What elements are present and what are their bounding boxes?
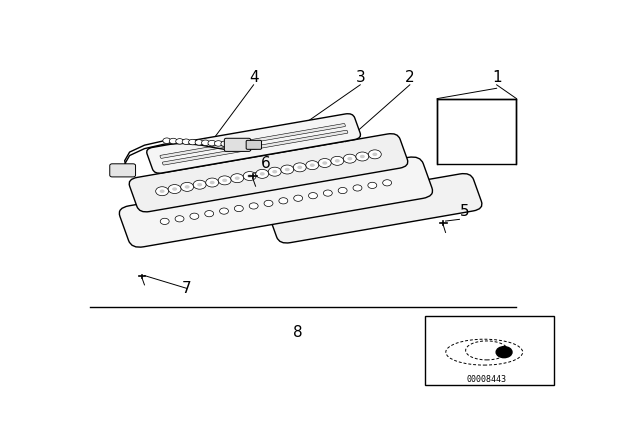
Circle shape	[279, 198, 288, 204]
Circle shape	[156, 187, 168, 196]
Circle shape	[159, 190, 164, 193]
FancyBboxPatch shape	[147, 114, 360, 173]
Bar	[425, 316, 554, 385]
Circle shape	[202, 140, 209, 146]
FancyBboxPatch shape	[110, 164, 136, 177]
Circle shape	[176, 138, 184, 144]
Text: 2: 2	[405, 70, 415, 85]
FancyBboxPatch shape	[129, 134, 408, 212]
Text: 5: 5	[460, 204, 469, 220]
Circle shape	[249, 203, 258, 209]
Circle shape	[210, 181, 214, 184]
Text: 4: 4	[249, 70, 259, 85]
Circle shape	[205, 178, 219, 187]
Circle shape	[383, 180, 392, 186]
Bar	[437, 99, 516, 164]
Circle shape	[256, 169, 269, 178]
Circle shape	[197, 183, 202, 186]
Ellipse shape	[466, 341, 508, 360]
Circle shape	[281, 165, 294, 174]
Circle shape	[218, 176, 231, 185]
Circle shape	[234, 206, 243, 211]
Circle shape	[235, 177, 239, 180]
Circle shape	[272, 170, 277, 173]
Circle shape	[221, 141, 229, 146]
Circle shape	[220, 208, 228, 214]
Circle shape	[247, 174, 252, 178]
Circle shape	[175, 215, 184, 222]
FancyBboxPatch shape	[225, 138, 251, 151]
Circle shape	[298, 166, 302, 169]
Circle shape	[338, 187, 347, 194]
Circle shape	[310, 164, 315, 167]
Circle shape	[227, 142, 236, 147]
Circle shape	[335, 159, 340, 163]
Circle shape	[168, 185, 181, 194]
Circle shape	[190, 213, 199, 220]
Circle shape	[356, 152, 369, 161]
Circle shape	[231, 174, 244, 183]
Text: 1: 1	[492, 70, 502, 85]
Circle shape	[163, 138, 171, 143]
FancyBboxPatch shape	[119, 157, 433, 247]
Circle shape	[214, 141, 222, 146]
Circle shape	[208, 140, 216, 146]
Circle shape	[160, 218, 169, 224]
Circle shape	[353, 185, 362, 191]
Circle shape	[348, 157, 352, 160]
Ellipse shape	[446, 339, 523, 365]
Circle shape	[182, 139, 190, 145]
Text: 00008443: 00008443	[467, 375, 507, 384]
Circle shape	[268, 167, 281, 176]
Circle shape	[323, 161, 327, 165]
Text: 8: 8	[293, 325, 303, 340]
Circle shape	[169, 138, 177, 144]
Circle shape	[294, 195, 303, 201]
Circle shape	[193, 180, 206, 189]
Text: 7: 7	[182, 281, 191, 296]
Circle shape	[318, 159, 332, 168]
Circle shape	[331, 156, 344, 165]
Circle shape	[360, 155, 365, 158]
Circle shape	[323, 190, 332, 196]
FancyBboxPatch shape	[246, 140, 262, 149]
Circle shape	[243, 172, 256, 181]
Circle shape	[285, 168, 290, 171]
Circle shape	[308, 193, 317, 199]
Circle shape	[344, 154, 356, 163]
Circle shape	[264, 200, 273, 207]
FancyBboxPatch shape	[160, 124, 346, 158]
Circle shape	[185, 185, 189, 189]
Circle shape	[306, 161, 319, 170]
Circle shape	[372, 153, 378, 156]
Circle shape	[293, 163, 306, 172]
Circle shape	[195, 140, 203, 145]
Circle shape	[189, 139, 196, 145]
Circle shape	[180, 182, 193, 191]
Circle shape	[222, 179, 227, 182]
FancyBboxPatch shape	[163, 130, 348, 165]
Circle shape	[234, 142, 242, 147]
Text: 6: 6	[261, 156, 271, 171]
Circle shape	[205, 211, 214, 217]
Text: 3: 3	[355, 70, 365, 85]
Circle shape	[496, 347, 512, 358]
Circle shape	[369, 150, 381, 159]
FancyBboxPatch shape	[268, 173, 482, 243]
Circle shape	[260, 172, 265, 176]
Circle shape	[172, 187, 177, 191]
Circle shape	[368, 182, 377, 189]
